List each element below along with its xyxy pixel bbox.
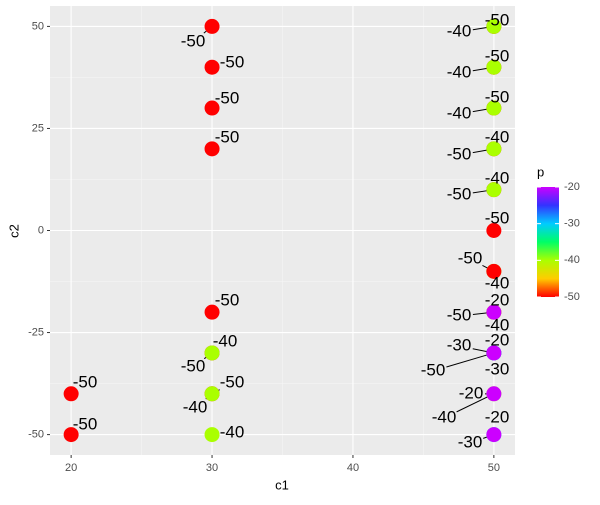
x-tick-label: 30 <box>206 462 218 474</box>
point-label: -40 <box>485 127 510 146</box>
x-tick-label: 50 <box>488 462 500 474</box>
x-tick-label: 40 <box>347 462 359 474</box>
point-label: -50 <box>447 144 472 163</box>
point-label: -50 <box>485 10 510 29</box>
point-label: -40 <box>485 168 510 187</box>
point-label: -40 <box>447 103 472 122</box>
point <box>486 427 501 442</box>
point-label: -50 <box>447 305 472 324</box>
point-label: -50 <box>73 372 98 391</box>
point-label: -50 <box>215 88 240 107</box>
point-label: -20 <box>485 290 510 309</box>
point-label: -40 <box>447 62 472 81</box>
point-label: -50 <box>485 46 510 65</box>
y-tick-label: -25 <box>28 326 44 338</box>
legend-title: p <box>537 164 544 179</box>
y-tick-label: 50 <box>32 20 44 32</box>
point-label: -20 <box>485 407 510 426</box>
point-label: -50 <box>220 52 245 71</box>
point-label: -40 <box>213 331 238 350</box>
point-label: -40 <box>432 407 457 426</box>
colorbar-tick-label: -20 <box>564 181 580 193</box>
point-label: -20 <box>485 330 510 349</box>
point-label: -50 <box>215 127 240 146</box>
point-label: -40 <box>183 397 208 416</box>
point-label: -30 <box>447 335 472 354</box>
point-label: -40 <box>447 21 472 40</box>
point-label: -30 <box>458 432 483 451</box>
point-label: -50 <box>220 372 245 391</box>
point-label: -50 <box>73 414 98 433</box>
point-label: -50 <box>181 356 206 375</box>
colorbar <box>537 187 559 297</box>
point <box>205 19 220 34</box>
y-tick-label: -50 <box>28 428 44 440</box>
point-label: -40 <box>220 422 245 441</box>
point-label: -50 <box>485 87 510 106</box>
point-label: -50 <box>421 360 446 379</box>
point-label: -50 <box>485 208 510 227</box>
colorbar-tick-label: -50 <box>564 291 580 303</box>
point-label: -50 <box>458 248 483 267</box>
point-label: -50 <box>215 290 240 309</box>
point-label: -50 <box>447 184 472 203</box>
y-tick-label: 0 <box>38 224 44 236</box>
point-label: -20 <box>459 383 484 402</box>
y-tick-label: 25 <box>32 122 44 134</box>
point <box>486 386 501 401</box>
x-tick-label: 20 <box>65 462 77 474</box>
point-label: -50 <box>181 31 206 50</box>
colorbar-tick-label: -30 <box>564 218 580 230</box>
x-axis-title: c1 <box>275 477 289 492</box>
point-label: -30 <box>485 359 510 378</box>
colorbar-tick-label: -40 <box>564 254 580 266</box>
point <box>205 60 220 75</box>
y-axis-title: c2 <box>6 224 21 238</box>
point <box>205 427 220 442</box>
